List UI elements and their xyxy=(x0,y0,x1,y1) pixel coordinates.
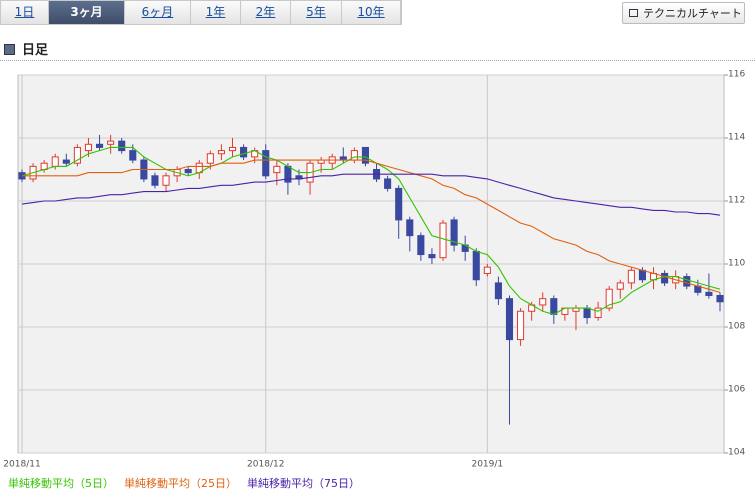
candle-body xyxy=(583,307,591,319)
candle-body xyxy=(162,175,170,186)
legend-entry: 単純移動平均（25日） xyxy=(124,476,237,490)
legend-entry: 単純移動平均（75日） xyxy=(247,476,360,490)
moving-average-line xyxy=(22,159,721,293)
period-tab[interactable]: 10年 xyxy=(342,1,401,24)
x-tick-label: 2018/12 xyxy=(247,460,284,470)
candle-body xyxy=(395,187,403,221)
candle-body xyxy=(716,295,724,303)
button-label: テクニカルチャート xyxy=(643,7,742,20)
candle-body xyxy=(472,250,480,281)
x-tick-label: 2019/1 xyxy=(471,460,503,470)
candle-body xyxy=(84,143,93,152)
y-tick-label: 112 xyxy=(728,196,745,206)
candle-body xyxy=(73,146,81,164)
candle-body xyxy=(273,165,281,174)
period-tab[interactable]: 1年 xyxy=(191,1,241,24)
candle-body xyxy=(206,153,214,164)
candle-body xyxy=(450,219,458,246)
candle-body xyxy=(62,159,70,164)
y-tick-label: 108 xyxy=(728,322,745,332)
candle-body xyxy=(428,254,436,259)
candle-body xyxy=(627,269,635,284)
candle-body xyxy=(705,291,713,297)
candle-body xyxy=(616,282,624,290)
candle-body xyxy=(661,272,669,284)
y-tick-label: 110 xyxy=(728,259,745,269)
candle-body xyxy=(217,150,225,155)
period-tab[interactable]: 2年 xyxy=(241,1,291,24)
candle-body xyxy=(605,288,613,309)
candle-body xyxy=(129,150,137,161)
candle-body xyxy=(240,146,248,158)
candle-body xyxy=(683,276,691,287)
section-header: 日足 xyxy=(4,39,48,58)
y-tick-label: 106 xyxy=(728,385,745,395)
candle-body xyxy=(505,298,514,341)
candle-body xyxy=(96,143,104,148)
candle-body xyxy=(151,175,159,186)
y-tick-label: 114 xyxy=(728,133,745,143)
technical-chart-button[interactable]: テクニカルチャート xyxy=(622,2,745,24)
header-label: 日足 xyxy=(22,43,49,58)
candle-body xyxy=(483,266,491,274)
candle-body xyxy=(494,282,502,300)
legend-entry: 単純移動平均（5日） xyxy=(8,476,114,490)
candle-body xyxy=(539,298,547,306)
candle-body xyxy=(118,140,126,152)
candle-body xyxy=(184,169,192,174)
candle-body xyxy=(517,310,525,341)
candle-body xyxy=(384,178,392,189)
candle-body xyxy=(406,219,414,237)
candle-body xyxy=(51,156,59,167)
period-tab[interactable]: 1日 xyxy=(1,1,49,24)
candle-body xyxy=(439,222,447,259)
y-tick-label: 104 xyxy=(728,448,745,458)
candle-body xyxy=(262,150,270,177)
x-tick-label: 2018/11 xyxy=(3,460,40,470)
candle-body xyxy=(594,307,602,319)
candle-body xyxy=(638,269,646,281)
period-tabs: 1日 3ヶ月 6ヶ月 1年 2年 5年 10年 xyxy=(0,0,402,25)
candle-body xyxy=(228,146,237,152)
y-tick-label: 116 xyxy=(728,70,745,80)
candle-body xyxy=(361,146,370,164)
candle-body xyxy=(550,298,558,315)
moving-average-line xyxy=(21,173,721,216)
period-tab[interactable]: 3ヶ月 xyxy=(49,1,125,24)
period-tab[interactable]: 6ヶ月 xyxy=(125,1,191,24)
period-tab[interactable]: 5年 xyxy=(291,1,342,24)
separator xyxy=(0,60,755,61)
moving-average-line xyxy=(21,146,721,315)
candle-body xyxy=(107,140,115,145)
candle-body xyxy=(417,235,425,256)
